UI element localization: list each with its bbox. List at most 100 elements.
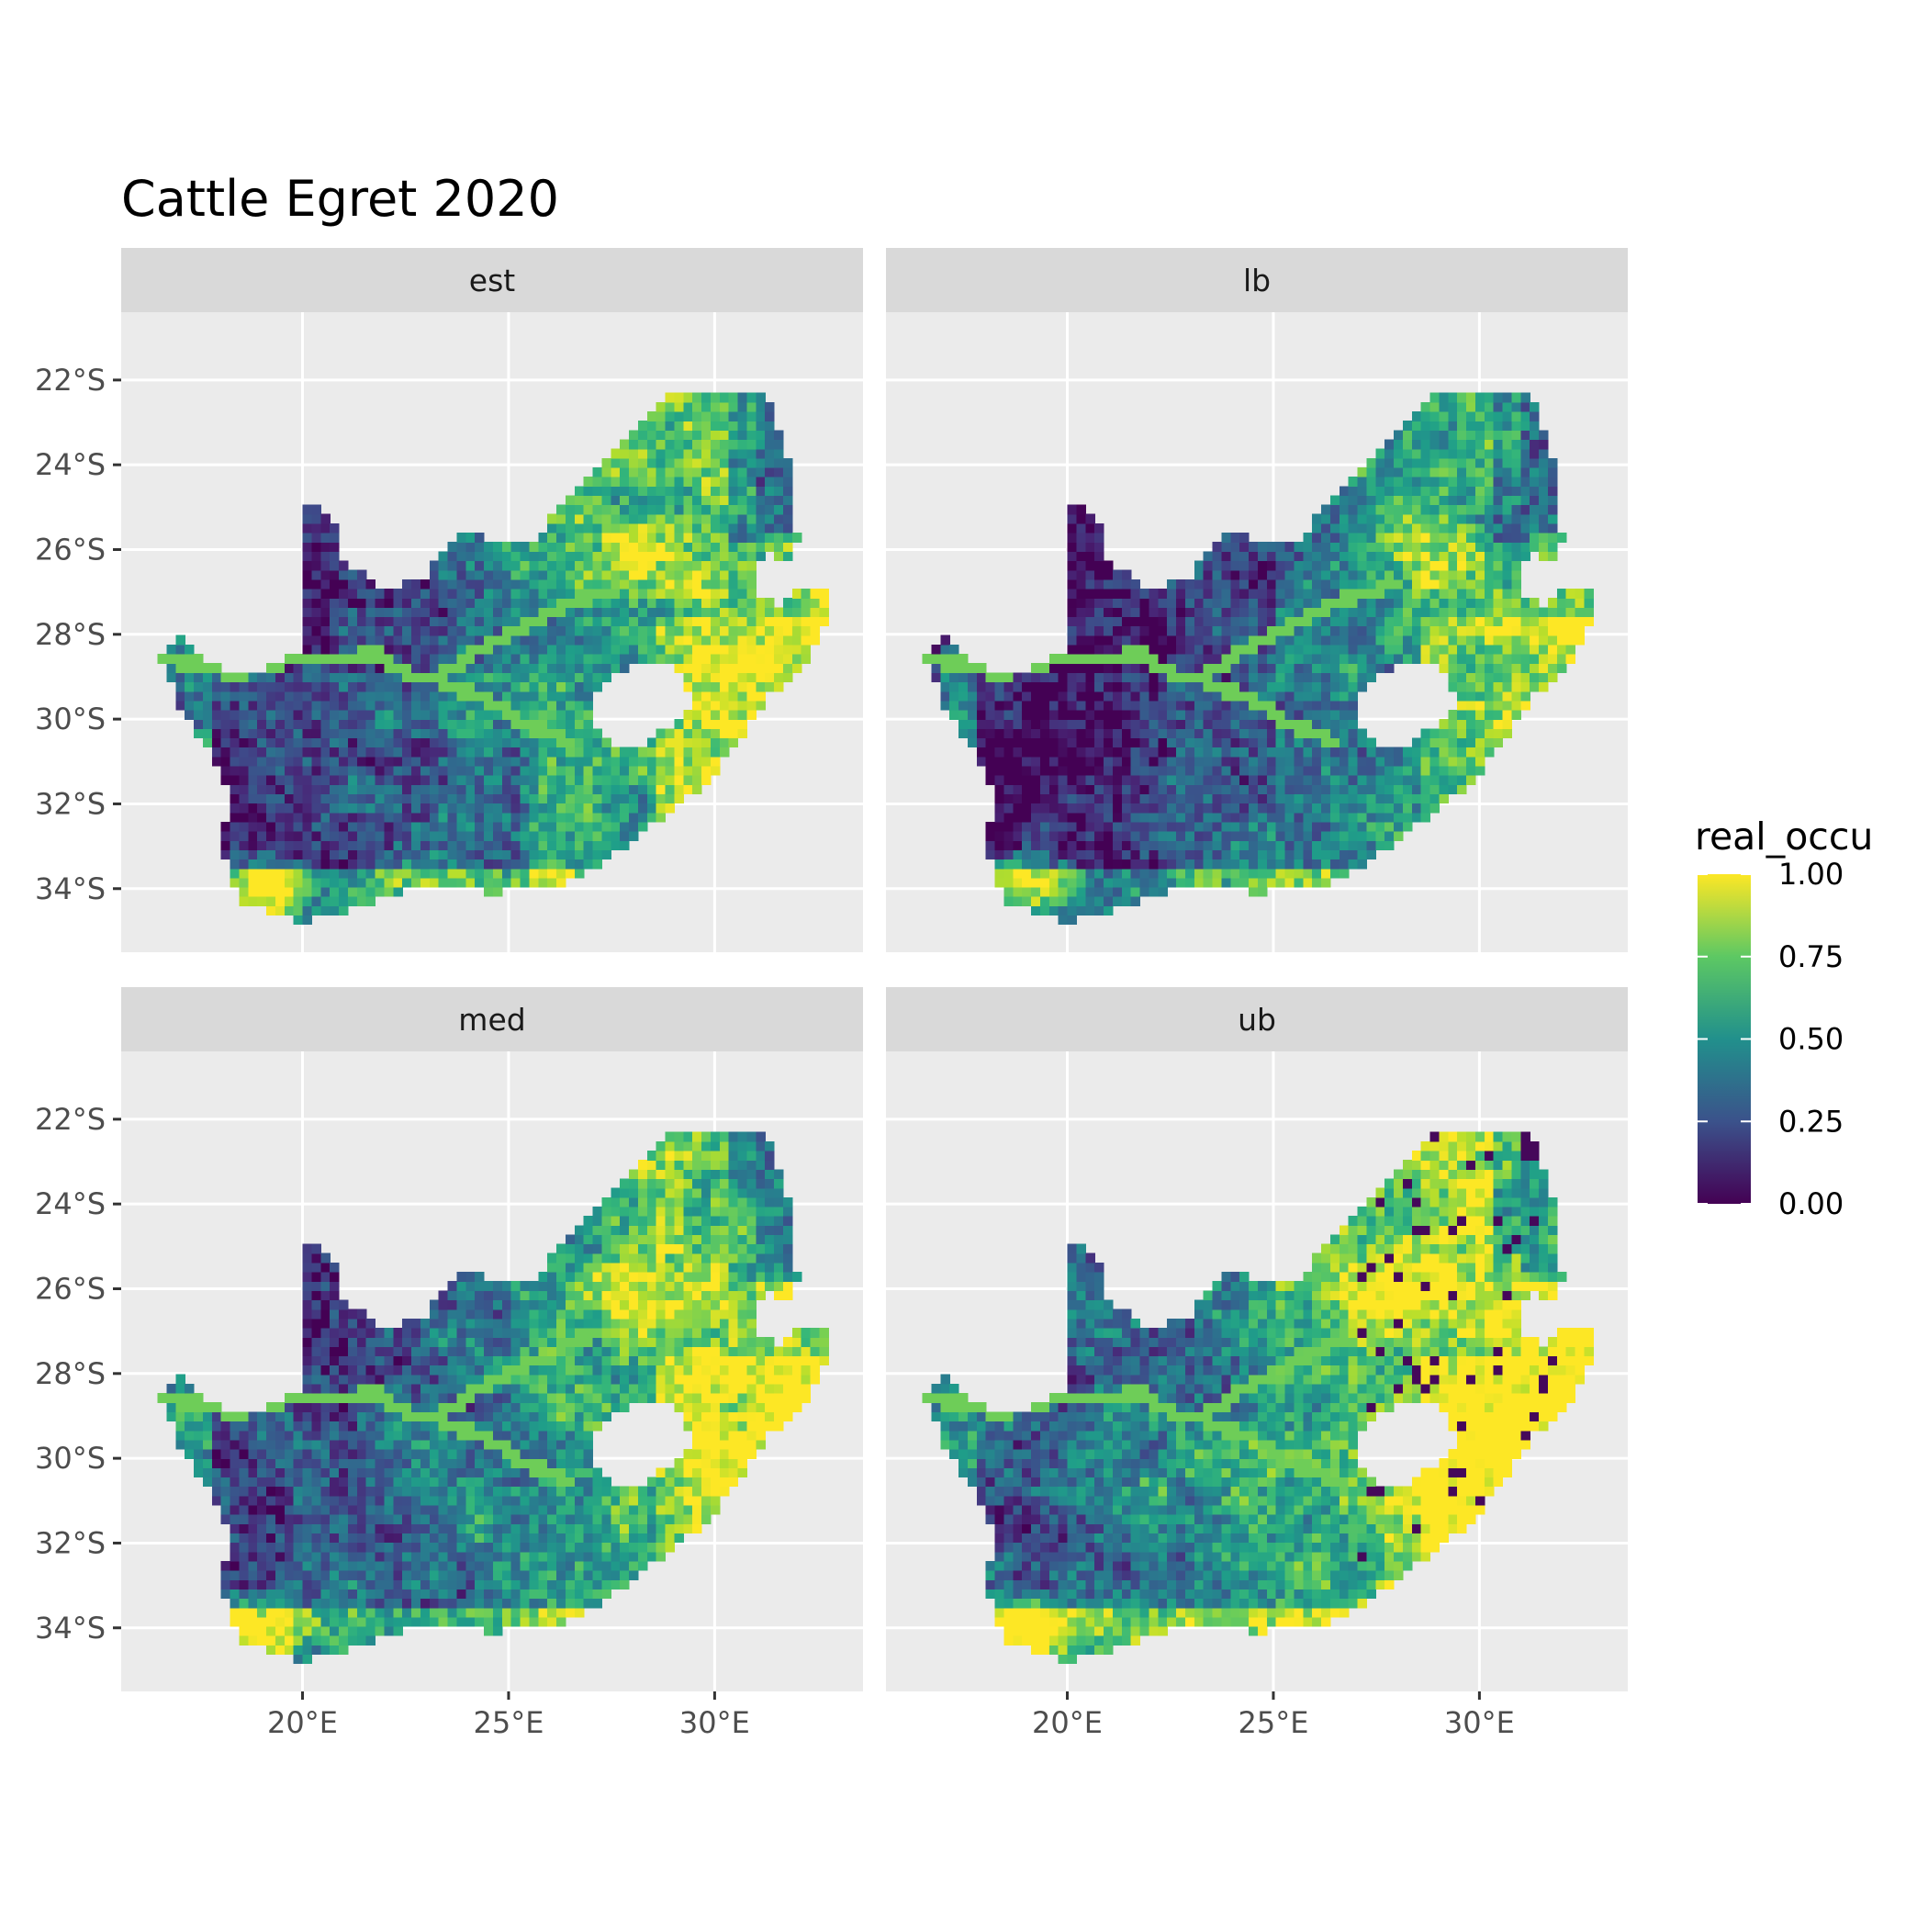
raster-cell [1085, 840, 1095, 850]
raster-cell [1068, 803, 1078, 814]
raster-cell [1076, 607, 1086, 617]
raster-cell [248, 840, 258, 850]
raster-cell [1068, 915, 1078, 925]
raster-cell [1230, 849, 1240, 859]
raster-cell [448, 542, 458, 552]
raster-cell [986, 701, 996, 711]
raster-cell [1022, 803, 1032, 814]
raster-cell [1303, 672, 1313, 682]
raster-cell [1366, 803, 1376, 814]
raster-cell [538, 710, 548, 720]
y-tick-label: 26°S [35, 532, 106, 567]
raster-cell [1384, 822, 1395, 832]
raster-cell [1249, 719, 1259, 729]
raster-cell [1113, 831, 1123, 841]
raster-cell [1430, 523, 1440, 534]
raster-cell [1366, 495, 1376, 505]
raster-cell [647, 533, 657, 543]
raster-cell [1085, 737, 1095, 747]
raster-cell [1475, 682, 1485, 692]
raster-cell [1003, 672, 1014, 682]
raster-cell [1213, 579, 1223, 590]
raster-cell [1213, 719, 1223, 729]
raster-cell [330, 607, 340, 617]
raster-cell [1503, 477, 1513, 487]
raster-cell [1294, 831, 1304, 841]
raster-cell [556, 505, 566, 515]
raster-cell [1068, 551, 1078, 561]
raster-cell [1040, 701, 1050, 711]
raster-cell [1049, 803, 1059, 814]
raster-cell [1230, 747, 1240, 758]
raster-cell [529, 551, 539, 561]
raster-cell [357, 757, 367, 767]
raster-cell [547, 719, 557, 729]
raster-cell [448, 635, 458, 646]
raster-cell [601, 822, 611, 832]
raster-cell [666, 635, 676, 646]
raster-cell [1013, 691, 1023, 702]
raster-cell [738, 645, 748, 655]
raster-cell [439, 570, 449, 580]
raster-cell [584, 477, 594, 487]
raster-cell [1403, 579, 1413, 590]
raster-cell [303, 728, 313, 738]
raster-cell [1548, 542, 1558, 552]
raster-cell [968, 710, 978, 720]
raster-cell [1113, 598, 1123, 608]
raster-cell [1539, 467, 1549, 477]
raster-cell [230, 849, 241, 859]
raster-cell [166, 645, 176, 655]
raster-cell [1239, 766, 1250, 776]
raster-cell [556, 533, 566, 543]
raster-cell [738, 393, 748, 403]
raster-cell [1158, 869, 1168, 879]
raster-cell [601, 849, 611, 859]
raster-cell [266, 663, 276, 673]
raster-cell [1294, 701, 1304, 711]
raster-cell [1294, 607, 1304, 617]
raster-cell [430, 561, 440, 571]
raster-cell [566, 737, 576, 747]
raster-cell [430, 775, 440, 785]
raster-cell [1457, 393, 1467, 403]
raster-cell [411, 701, 421, 711]
raster-cell [1375, 645, 1385, 655]
raster-cell [366, 896, 376, 906]
raster-cell [1421, 616, 1431, 626]
raster-cell [248, 813, 258, 823]
raster-cell [995, 672, 1005, 682]
raster-cell [683, 616, 693, 626]
raster-cell [1194, 561, 1205, 571]
raster-cell [493, 719, 503, 729]
raster-cell [511, 598, 521, 608]
raster-cell [1466, 719, 1476, 729]
raster-cell [584, 701, 594, 711]
raster-cell [1085, 533, 1095, 543]
raster-cell [774, 495, 784, 505]
raster-cell [1013, 896, 1023, 906]
raster-cell [357, 598, 367, 608]
raster-cell [1330, 672, 1340, 682]
raster-cell [1412, 813, 1422, 823]
raster-cell [1466, 645, 1476, 655]
raster-cell [666, 467, 676, 477]
raster-cell [1312, 813, 1322, 823]
raster-cell [230, 710, 241, 720]
raster-cell [1494, 691, 1504, 702]
raster-cell [1003, 793, 1014, 803]
raster-cell [330, 533, 340, 543]
raster-cell [611, 822, 621, 832]
raster-cell [584, 775, 594, 785]
raster-cell [701, 477, 712, 487]
raster-cell [1421, 589, 1431, 599]
raster-cell [275, 793, 286, 803]
raster-cell [1439, 411, 1449, 421]
raster-cell [402, 766, 412, 776]
raster-cell [1494, 449, 1504, 459]
raster-cell [311, 1617, 321, 1627]
raster-cell [1194, 663, 1205, 673]
raster-cell [456, 672, 466, 682]
raster-cell [1176, 849, 1186, 859]
raster-cell [1085, 887, 1095, 897]
